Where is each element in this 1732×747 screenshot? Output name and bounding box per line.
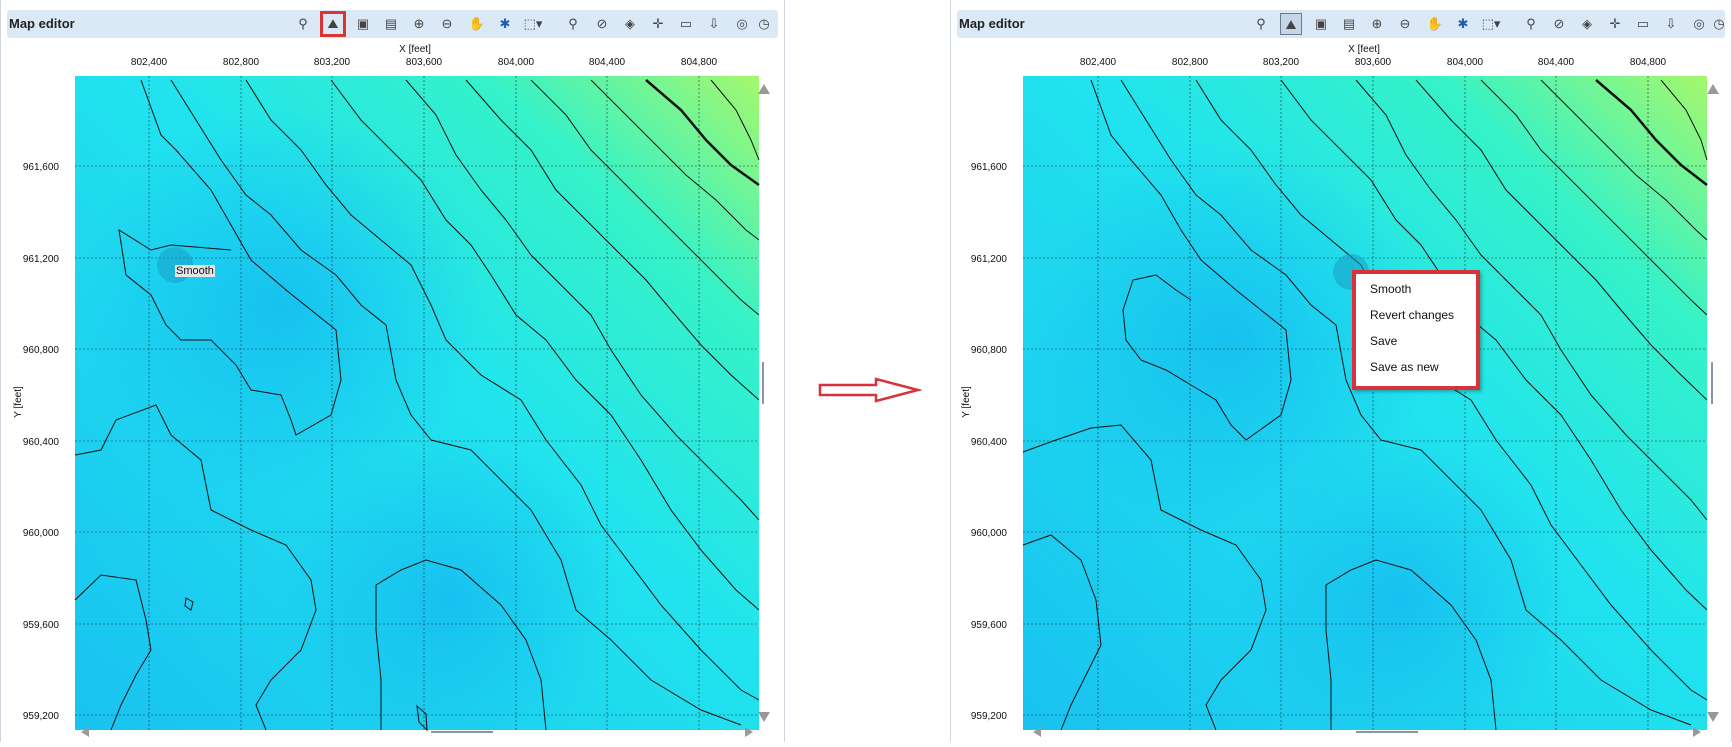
scroll-right-arrow[interactable] bbox=[1693, 727, 1701, 737]
y-tick: 960,800 bbox=[23, 345, 60, 356]
x-tick: 803,600 bbox=[406, 57, 443, 68]
screenshot-icon[interactable]: ◎ bbox=[1693, 16, 1705, 31]
grid-lines bbox=[75, 76, 759, 730]
y-tick: 959,600 bbox=[23, 620, 60, 631]
scroll-right-arrow[interactable] bbox=[745, 727, 753, 737]
map-editor-header: Map editor ⚲ ⛰ ▣ ▤ ⊕ ⊖ ✋ ✱ ⬚▾ ⚲ ⊘ ◈ ✛ ▭ … bbox=[957, 10, 1725, 38]
scroll-down-arrow[interactable] bbox=[758, 712, 770, 722]
vertical-scrollbar-thumb[interactable] bbox=[762, 362, 764, 404]
x-tick: 803,200 bbox=[314, 57, 351, 68]
smooth-tool-icon[interactable]: ⛰ bbox=[320, 11, 346, 37]
export-icon[interactable]: ⇩ bbox=[1665, 16, 1677, 31]
report-icon[interactable]: ▤ bbox=[384, 16, 398, 31]
contour-icon[interactable]: ▣ bbox=[356, 16, 370, 31]
report-icon[interactable]: ▤ bbox=[1342, 16, 1356, 31]
x-tick: 802,400 bbox=[1080, 57, 1117, 68]
scroll-up-arrow[interactable] bbox=[758, 84, 770, 94]
compass-icon[interactable]: ◷ bbox=[1713, 16, 1725, 31]
pick-icon[interactable]: ⊘ bbox=[596, 16, 608, 31]
x-tick: 804,000 bbox=[1447, 57, 1484, 68]
y-tick: 961,600 bbox=[971, 162, 1008, 173]
scroll-down-arrow[interactable] bbox=[1707, 712, 1719, 722]
crosshair-icon[interactable]: ✛ bbox=[652, 16, 664, 31]
y-tick: 959,200 bbox=[23, 711, 60, 722]
compass-icon[interactable]: ◷ bbox=[758, 16, 770, 31]
panel-title: Map editor bbox=[959, 16, 1025, 31]
menu-item-revert-changes[interactable]: Revert changes bbox=[1370, 308, 1455, 322]
scroll-left-arrow[interactable] bbox=[81, 727, 89, 737]
export-icon[interactable]: ⇩ bbox=[708, 16, 720, 31]
layers-icon[interactable]: ◈ bbox=[1582, 16, 1592, 31]
settings-gear-icon[interactable]: ✱ bbox=[1457, 16, 1469, 31]
horizontal-scrollbar-thumb[interactable] bbox=[431, 731, 493, 733]
panel-title: Map editor bbox=[9, 16, 75, 31]
pan-hand-icon[interactable]: ✋ bbox=[468, 16, 486, 31]
smooth-tool-icon[interactable]: ⛰ bbox=[1280, 13, 1302, 35]
remove-icon[interactable]: ⊖ bbox=[441, 16, 453, 31]
y-tick: 960,800 bbox=[971, 345, 1008, 356]
pick-icon[interactable]: ⊘ bbox=[1553, 16, 1565, 31]
comment-icon[interactable]: ▭ bbox=[1636, 16, 1650, 31]
crosshair-icon[interactable]: ✛ bbox=[1609, 16, 1621, 31]
menu-item-save-as-new[interactable]: Save as new bbox=[1370, 360, 1439, 374]
select-icon[interactable]: ⬚▾ bbox=[523, 16, 543, 31]
menu-item-smooth[interactable]: Smooth bbox=[1370, 282, 1412, 296]
remove-icon[interactable]: ⊖ bbox=[1399, 16, 1411, 31]
tooltip-smooth: Smooth bbox=[175, 265, 215, 277]
transition-arrow bbox=[818, 377, 922, 403]
x-tick: 804,800 bbox=[1630, 57, 1667, 68]
map-editor-panel-right: Map editor ⚲ ⛰ ▣ ▤ ⊕ ⊖ ✋ ✱ ⬚▾ ⚲ ⊘ ◈ ✛ ▭ … bbox=[950, 0, 1732, 742]
add-icon[interactable]: ⊕ bbox=[1371, 16, 1383, 31]
y-tick: 960,000 bbox=[23, 528, 60, 539]
map-view[interactable]: 802,400 802,800 803,200 803,600 804,000 … bbox=[951, 40, 1732, 747]
map-canvas[interactable]: 802,400 802,800 803,200 803,600 804,000 … bbox=[1, 40, 786, 742]
x-tick: 802,800 bbox=[1172, 57, 1209, 68]
x-tick: 804,800 bbox=[681, 57, 718, 68]
settings-gear-icon[interactable]: ✱ bbox=[499, 16, 511, 31]
map-canvas[interactable]: 802,400 802,800 803,200 803,600 804,000 … bbox=[951, 40, 1732, 742]
x-tick: 803,200 bbox=[1263, 57, 1300, 68]
zoom-icon[interactable]: ⚲ bbox=[568, 16, 578, 31]
x-tick: 804,000 bbox=[498, 57, 535, 68]
map-editor-header: Map editor ⚲ ⛰ ▣ ▤ ⊕ ⊖ ✋ ✱ ⬚▾ ⚲ ⊘ ◈ ✛ ▭ … bbox=[7, 10, 778, 38]
y-tick: 961,200 bbox=[23, 254, 60, 265]
add-icon[interactable]: ⊕ bbox=[413, 16, 425, 31]
y-axis-label: Y [feet] bbox=[961, 386, 972, 418]
scroll-up-arrow[interactable] bbox=[1707, 84, 1719, 94]
x-tick: 804,400 bbox=[1538, 57, 1575, 68]
x-tick: 802,400 bbox=[131, 57, 168, 68]
contour-icon[interactable]: ▣ bbox=[1314, 16, 1328, 31]
screenshot-icon[interactable]: ◎ bbox=[736, 16, 748, 31]
pan-hand-icon[interactable]: ✋ bbox=[1426, 16, 1444, 31]
comment-icon[interactable]: ▭ bbox=[679, 16, 693, 31]
x-axis-label: X [feet] bbox=[399, 44, 431, 55]
context-menu: Smooth Revert changes Save Save as new bbox=[1352, 270, 1480, 390]
select-icon[interactable]: ⬚▾ bbox=[1481, 16, 1501, 31]
wells-icon[interactable]: ⚲ bbox=[1256, 16, 1266, 31]
y-tick: 961,200 bbox=[971, 254, 1008, 265]
y-tick: 960,000 bbox=[971, 528, 1008, 539]
x-tick: 802,800 bbox=[223, 57, 260, 68]
x-tick: 803,600 bbox=[1355, 57, 1392, 68]
wells-icon[interactable]: ⚲ bbox=[298, 16, 308, 31]
y-tick: 960,400 bbox=[23, 437, 60, 448]
zoom-icon[interactable]: ⚲ bbox=[1526, 16, 1536, 31]
map-editor-panel-left: Map editor ⚲ ⛰ ▣ ▤ ⊕ ⊖ ✋ ✱ ⬚▾ ⚲ ⊘ ◈ ✛ ▭ … bbox=[0, 0, 785, 742]
scroll-left-arrow[interactable] bbox=[1033, 727, 1041, 737]
y-tick: 961,600 bbox=[23, 162, 60, 173]
horizontal-scrollbar-thumb[interactable] bbox=[1356, 731, 1418, 733]
x-axis-label: X [feet] bbox=[1348, 44, 1380, 55]
contour-lines bbox=[74, 79, 760, 732]
map-view[interactable]: 802,400 802,800 803,200 803,600 804,000 … bbox=[1, 40, 786, 747]
x-tick: 804,400 bbox=[589, 57, 626, 68]
vertical-scrollbar-thumb[interactable] bbox=[1711, 362, 1713, 404]
menu-item-save[interactable]: Save bbox=[1370, 334, 1398, 348]
y-tick: 960,400 bbox=[971, 437, 1008, 448]
y-tick: 959,600 bbox=[971, 620, 1008, 631]
y-axis-label: Y [feet] bbox=[13, 386, 24, 418]
y-tick: 959,200 bbox=[971, 711, 1008, 722]
layers-icon[interactable]: ◈ bbox=[625, 16, 635, 31]
